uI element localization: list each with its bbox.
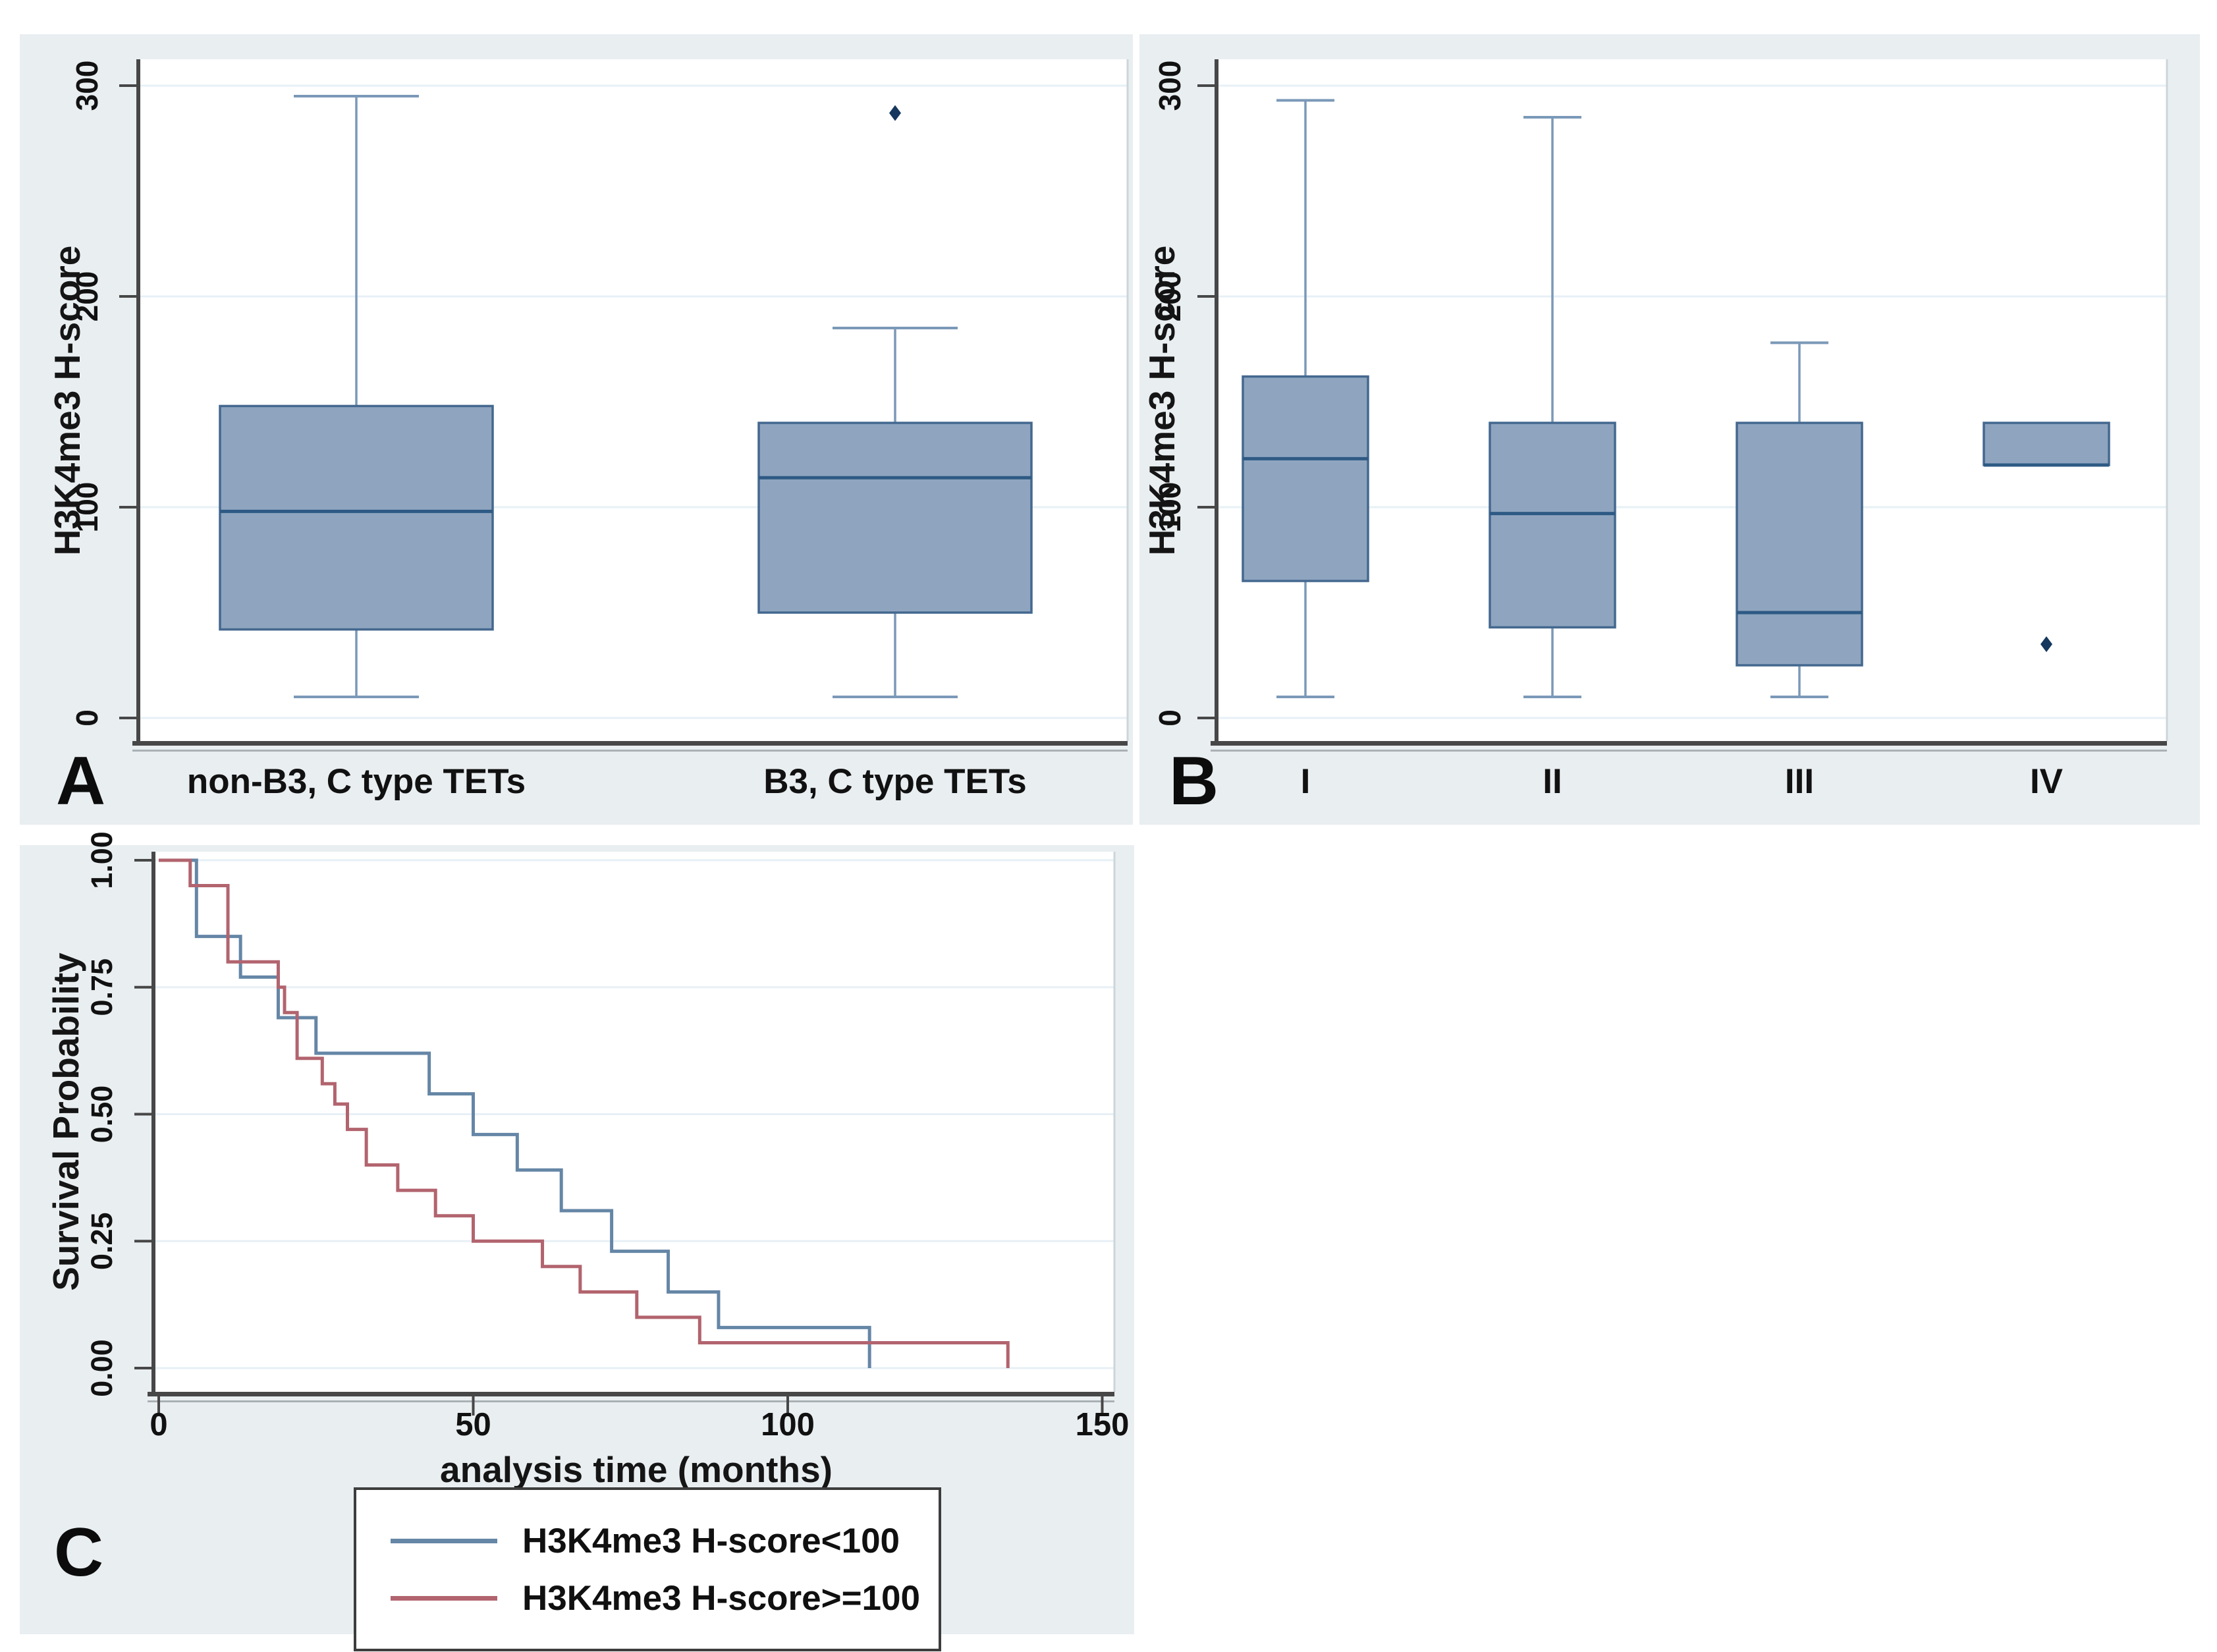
panel-a-letter: A [56, 743, 106, 819]
x-tick-label: 50 [455, 1407, 491, 1443]
iqr-box [757, 422, 1033, 614]
x-axis-line [132, 741, 1128, 746]
panel-c-y-axis-title: Survival Probability [45, 952, 86, 1291]
legend-row-hscore-ge-100: H3K4me3 H-score>=100 [391, 1578, 939, 1618]
km-curve-1 [159, 858, 1010, 1368]
y-tick-label: 300 [70, 61, 104, 111]
iqr-box [1736, 422, 1863, 667]
y-tick-label: 0 [1153, 709, 1187, 727]
survival-legend: H3K4me3 H-score<100 H3K4me3 H-score>=100 [354, 1487, 941, 1651]
panel-a: 0 100 200 300 non-B3, C type TETs B3, C type … [20, 34, 1133, 825]
plot-area [1218, 59, 2167, 741]
x-tick-label: 100 [761, 1407, 815, 1443]
x-axis-shadow [1211, 750, 2167, 752]
plot-area [155, 852, 1114, 1392]
y-tick-label: 0.75 [85, 958, 119, 1016]
y-axis-line [151, 852, 155, 1392]
legend-line-swatch-blue [391, 1538, 497, 1543]
panel-c-letter: C [54, 1514, 104, 1591]
category-label: II [1543, 762, 1562, 801]
box-IV [1983, 422, 2110, 652]
legend-line-swatch-red [391, 1595, 497, 1601]
box-I [1242, 99, 1369, 698]
iqr-box [219, 404, 494, 631]
panel-c-survival-chart: 0.00 0.25 0.50 0.75 1.00 0 50 100 150 [85, 831, 1130, 1443]
y-tick-label: 200 [1153, 271, 1187, 322]
y-tick-label: 0 [70, 709, 104, 727]
y-tick-label: 100 [70, 482, 104, 533]
panel-a-boxplot-chart: 0 100 200 300 non-B3, C type TETs B3, C type … [70, 59, 1129, 801]
box-non-B3, C type TETs [219, 95, 494, 698]
panel-b-y-axis-title: H3K4me3 H-score [1141, 245, 1182, 556]
x-axis-shadow [132, 750, 1128, 752]
iqr-box [1489, 422, 1616, 629]
panel-c-x-axis-title: analysis time (months) [440, 1449, 833, 1490]
category-label: non-B3, C type TETs [187, 762, 526, 801]
box-B3, C type TETs [757, 105, 1033, 698]
x-axis-shadow [148, 1400, 1114, 1402]
legend-label: H3K4me3 H-score<100 [522, 1521, 900, 1560]
gridlines [155, 859, 1114, 1369]
legend-row-hscore-lt-100: H3K4me3 H-score<100 [391, 1521, 939, 1561]
plot-area [140, 59, 1128, 741]
box-III [1736, 341, 1863, 698]
iqr-box [1242, 375, 1369, 582]
category-label: III [1785, 762, 1814, 801]
outlier-point [889, 105, 901, 121]
x-axis-line [148, 1392, 1114, 1396]
panel-b: 0 100 200 300 I II III IV H3K4me3 H-score B [1139, 34, 2200, 825]
panel-b-letter: B [1169, 743, 1219, 819]
y-tick-label: 300 [1153, 61, 1187, 111]
x-tick-label: 150 [1076, 1407, 1130, 1443]
outlier-point [2040, 636, 2052, 652]
panel-c: 0.00 0.25 0.50 0.75 1.00 0 50 100 150 Survival P… [20, 831, 1134, 1651]
y-tick-label: 100 [1153, 482, 1187, 533]
y-tick-label: 0.00 [85, 1339, 119, 1397]
y-axis-line [1215, 59, 1218, 741]
category-label: IV [2030, 762, 2063, 801]
category-label: B3, C type TETs [763, 762, 1027, 801]
legend-label: H3K4me3 H-score>=100 [522, 1578, 920, 1618]
panel-a-y-axis-title: H3K4me3 H-score [47, 245, 88, 556]
category-label: I [1301, 762, 1311, 801]
iqr-box [1983, 422, 2110, 466]
y-tick-label: 0.25 [85, 1212, 119, 1270]
y-tick-label: 1.00 [85, 831, 119, 889]
x-tick-label: 0 [150, 1407, 167, 1443]
y-tick-label: 0.50 [85, 1086, 119, 1143]
gridlines [1218, 84, 2167, 719]
x-axis-line [1211, 741, 2167, 746]
y-axis-line [136, 59, 140, 741]
y-tick-label: 200 [70, 271, 104, 322]
box-II [1489, 116, 1616, 698]
km-curve-0 [159, 858, 871, 1368]
